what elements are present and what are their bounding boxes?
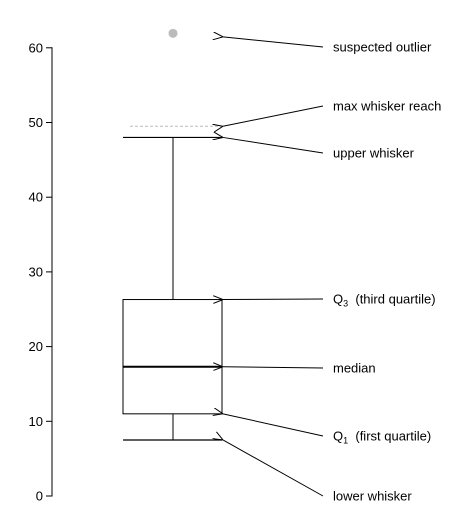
annotation-arrow-median <box>223 367 324 368</box>
y-tick-label: 20 <box>29 339 43 354</box>
annotation-arrow-lower <box>223 440 324 497</box>
annotation-label-upper: upper whisker <box>333 146 415 161</box>
annotation-label-q3: Q3 (third quartile) <box>333 292 436 309</box>
y-tick-label: 30 <box>29 264 43 279</box>
y-axis: 0 10 20 30 40 50 60 <box>29 40 53 504</box>
annotation-arrow-q3 <box>223 299 324 300</box>
annotation-label-q1: Q1 (first quartile) <box>333 429 431 446</box>
annotation-label-reach: max whisker reach <box>333 99 441 114</box>
annotation-arrow-reach <box>223 105 324 126</box>
y-tick-label: 10 <box>29 414 43 429</box>
y-tick-label: 50 <box>29 115 43 130</box>
annotation-label-lower: lower whisker <box>333 489 412 504</box>
outlier-point <box>168 28 178 38</box>
annotation-arrow-outlier <box>223 37 324 48</box>
plot-area <box>122 28 223 441</box>
y-tick-label: 40 <box>29 190 43 205</box>
annotation-label-median: median <box>333 361 376 376</box>
y-tick-label: 0 <box>36 489 43 504</box>
iqr-box <box>122 299 223 415</box>
y-tick-label: 60 <box>29 40 43 55</box>
annotation-arrow-upper <box>223 137 324 154</box>
annotation-label-outlier: suspected outlier <box>333 40 432 55</box>
annotation-arrow-q1 <box>223 414 324 437</box>
annotations: suspected outlier max whisker reach upper … <box>223 37 441 504</box>
